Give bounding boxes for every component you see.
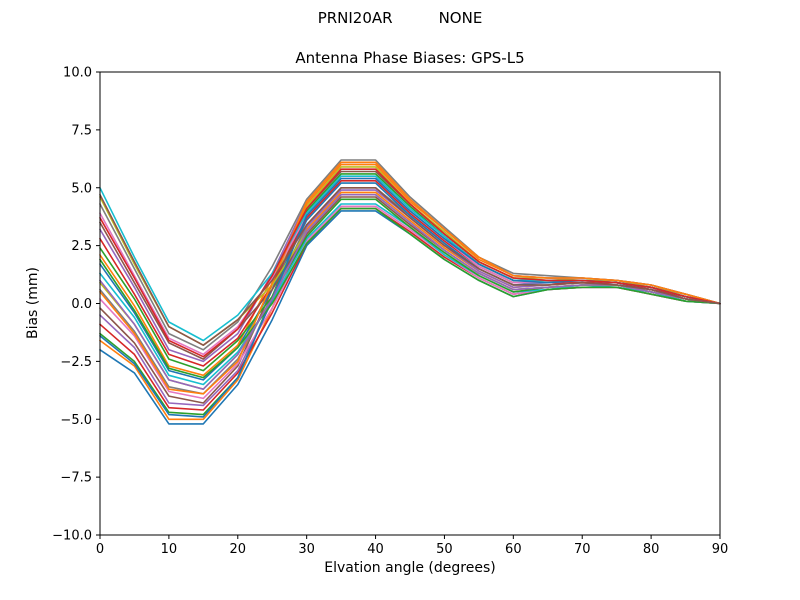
x-axis-label: Elvation angle (degrees) [324, 560, 496, 576]
x-tick-label: 30 [298, 542, 315, 557]
x-tick-label: 80 [643, 542, 660, 557]
x-tick-label: 10 [161, 542, 178, 557]
x-tick-label: 40 [367, 542, 384, 557]
x-tick-label: 50 [436, 542, 453, 557]
suptitle-prn-label: PRNI20AR [317, 9, 393, 27]
y-tick-label: 10.0 [63, 66, 92, 81]
y-tick-label: −10.0 [52, 529, 92, 544]
x-tick-label: 60 [505, 542, 522, 557]
series-line-s07 [99, 205, 721, 400]
y-tick-label: 0.0 [71, 297, 92, 312]
x-tick-label: 0 [96, 542, 104, 557]
figure-suptitle: PRNI20AR NONE [0, 9, 800, 27]
y-tick-label: −7.5 [60, 471, 92, 486]
y-tick-label: 2.5 [71, 239, 92, 254]
suptitle-mode-label: NONE [438, 9, 483, 27]
x-tick-label: 90 [712, 542, 729, 557]
series-line-s24 [99, 168, 721, 358]
series-line-s22 [99, 161, 721, 395]
chart-title: Antenna Phase Biases: GPS-L5 [295, 49, 525, 67]
series-line-s18 [99, 159, 721, 351]
y-axis-label: Bias (mm) [25, 266, 41, 340]
x-tick-label: 70 [574, 542, 591, 557]
y-tick-label: 5.0 [71, 181, 92, 196]
y-tick-label: 7.5 [71, 123, 92, 138]
series-line-s26 [99, 187, 721, 347]
series-line-s15 [99, 161, 721, 363]
series-line-s23 [99, 207, 721, 379]
axes-frame [99, 71, 721, 536]
series-line-s04 [99, 207, 721, 411]
y-tick-label: −2.5 [60, 355, 92, 370]
x-tick-label: 20 [230, 542, 247, 557]
y-tick-label: −5.0 [60, 413, 92, 428]
